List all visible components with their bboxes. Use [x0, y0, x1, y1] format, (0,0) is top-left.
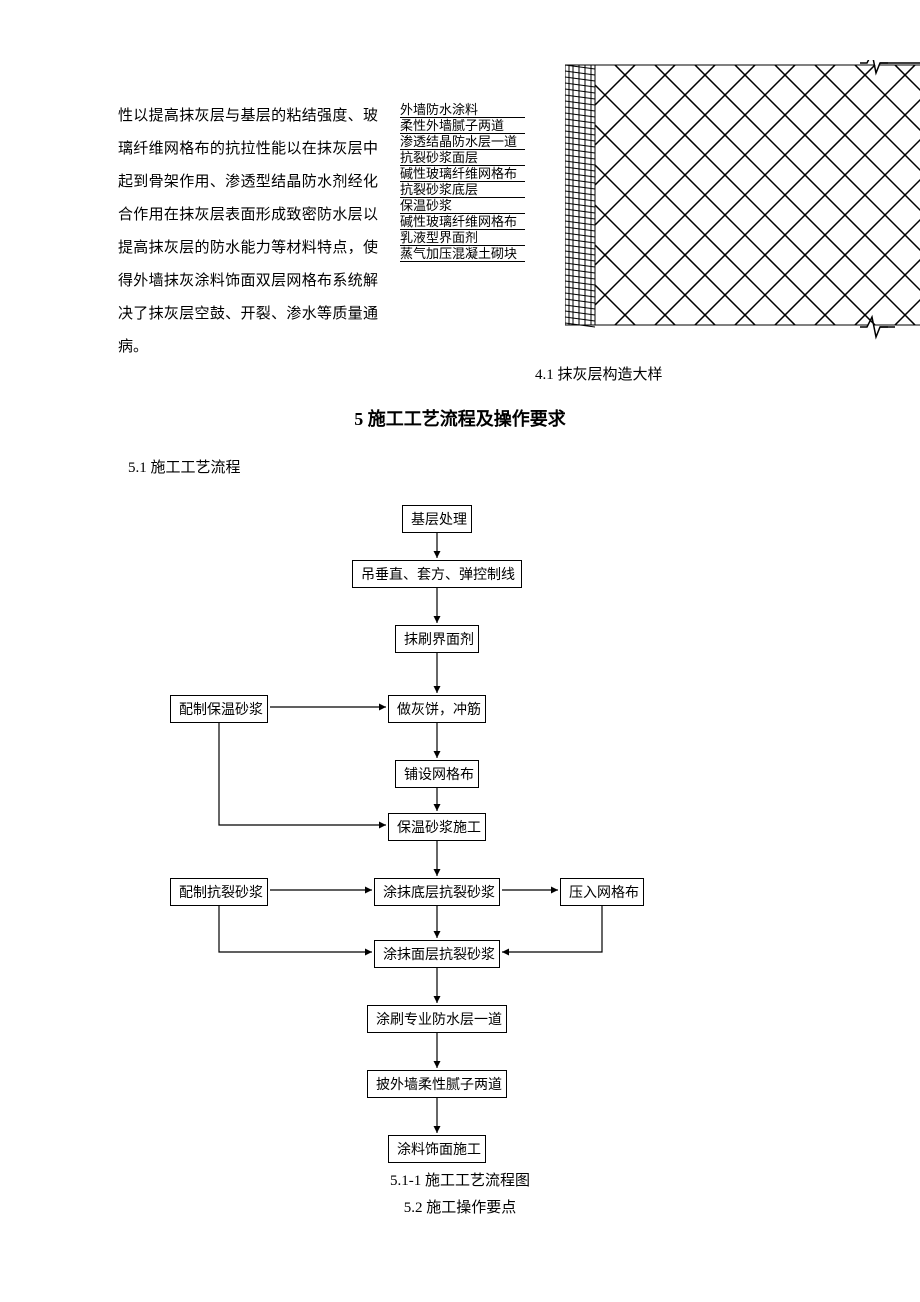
- layer-label: 保温砂浆: [400, 198, 525, 214]
- flow-node: 涂抹底层抗裂砂浆: [374, 878, 500, 906]
- layer-label: 渗透结晶防水层一道: [400, 134, 525, 150]
- layer-label: 抗裂砂浆底层: [400, 182, 525, 198]
- flow-node: 涂刷专业防水层一道: [367, 1005, 507, 1033]
- layer-label: 乳液型界面剂: [400, 230, 525, 246]
- diagram-caption: 4.1 抹灰层构造大样: [535, 363, 663, 384]
- flow-node: 保温砂浆施工: [388, 813, 486, 841]
- paragraph: 性以提高抹灰层与基层的粘结强度、玻璃纤维网格布的抗拉性能以在抹灰层中起到骨架作用…: [118, 100, 378, 364]
- layer-label: 碱性玻璃纤维网格布: [400, 166, 525, 182]
- subtitle-5-1: 5.1 施工工艺流程: [128, 456, 241, 477]
- layer-labels-container: 外墙防水涂料柔性外墙腻子两道渗透结晶防水层一道抗裂砂浆面层碱性玻璃纤维网格布抗裂…: [400, 102, 525, 262]
- flow-node: 抹刷界面剂: [395, 625, 479, 653]
- layer-cross-section-svg: [565, 60, 920, 340]
- flow-node: 披外墙柔性腻子两道: [367, 1070, 507, 1098]
- layer-label: 碱性玻璃纤维网格布: [400, 214, 525, 230]
- flow-node: 做灰饼，冲筋: [388, 695, 486, 723]
- flow-node: 基层处理: [402, 505, 472, 533]
- layer-label: 柔性外墙腻子两道: [400, 118, 525, 134]
- layer-diagram: 外墙防水涂料柔性外墙腻子两道渗透结晶防水层一道抗裂砂浆面层碱性玻璃纤维网格布抗裂…: [400, 60, 900, 360]
- flowchart-caption: 5.1-1 施工工艺流程图: [0, 1169, 920, 1190]
- flow-node: 配制保温砂浆: [170, 695, 268, 723]
- flowchart: 基层处理吊垂直、套方、弹控制线抹刷界面剂配制保温砂浆 做灰饼，冲筋铺设网格布保温砂…: [120, 500, 800, 1160]
- flow-node: 铺设网格布: [395, 760, 479, 788]
- flow-node: 涂抹面层抗裂砂浆: [374, 940, 500, 968]
- subtitle-5-2: 5.2 施工操作要点: [0, 1196, 920, 1217]
- layer-label: 抗裂砂浆面层: [400, 150, 525, 166]
- section-5-title: 5 施工工艺流程及操作要求: [0, 405, 920, 431]
- top-section: 性以提高抹灰层与基层的粘结强度、玻璃纤维网格布的抗拉性能以在抹灰层中起到骨架作用…: [0, 60, 920, 380]
- flow-node: 配制抗裂砂浆: [170, 878, 268, 906]
- flow-node: 吊垂直、套方、弹控制线: [352, 560, 522, 588]
- layer-label: 外墙防水涂料: [400, 102, 525, 118]
- flow-node: 涂料饰面施工: [388, 1135, 486, 1163]
- flow-node: 压入网格布: [560, 878, 644, 906]
- layer-label: 蒸气加压混凝土砌块: [400, 246, 525, 262]
